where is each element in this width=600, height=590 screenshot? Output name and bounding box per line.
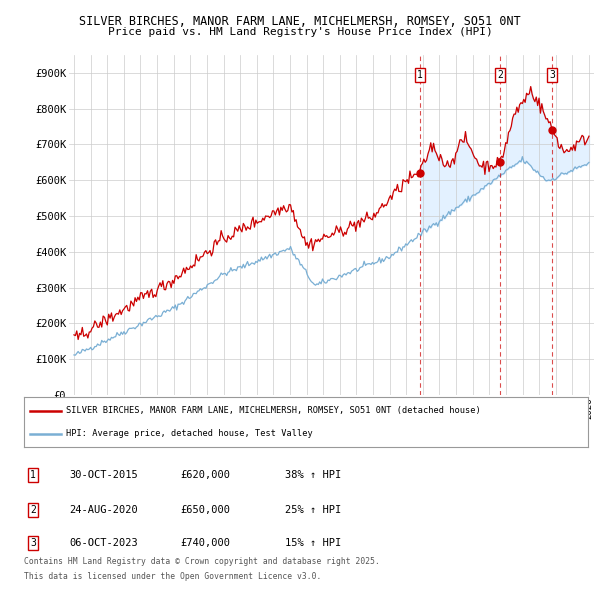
Text: £650,000: £650,000 [180,505,230,515]
Text: 2: 2 [30,505,36,515]
Text: Price paid vs. HM Land Registry's House Price Index (HPI): Price paid vs. HM Land Registry's House … [107,27,493,37]
Text: 3: 3 [30,538,36,548]
Text: HPI: Average price, detached house, Test Valley: HPI: Average price, detached house, Test… [66,429,313,438]
Text: SILVER BIRCHES, MANOR FARM LANE, MICHELMERSH, ROMSEY, SO51 0NT (detached house): SILVER BIRCHES, MANOR FARM LANE, MICHELM… [66,406,481,415]
Text: 24-AUG-2020: 24-AUG-2020 [69,505,138,515]
Text: SILVER BIRCHES, MANOR FARM LANE, MICHELMERSH, ROMSEY, SO51 0NT: SILVER BIRCHES, MANOR FARM LANE, MICHELM… [79,15,521,28]
Text: 3: 3 [549,70,555,80]
Text: 25% ↑ HPI: 25% ↑ HPI [285,505,341,515]
Text: 1: 1 [417,70,423,80]
Text: 15% ↑ HPI: 15% ↑ HPI [285,538,341,548]
Text: 2: 2 [497,70,503,80]
Text: This data is licensed under the Open Government Licence v3.0.: This data is licensed under the Open Gov… [24,572,322,581]
Text: 30-OCT-2015: 30-OCT-2015 [69,470,138,480]
Text: £740,000: £740,000 [180,538,230,548]
Text: 38% ↑ HPI: 38% ↑ HPI [285,470,341,480]
Text: £620,000: £620,000 [180,470,230,480]
Text: Contains HM Land Registry data © Crown copyright and database right 2025.: Contains HM Land Registry data © Crown c… [24,558,380,566]
Text: 1: 1 [30,470,36,480]
Text: 06-OCT-2023: 06-OCT-2023 [69,538,138,548]
